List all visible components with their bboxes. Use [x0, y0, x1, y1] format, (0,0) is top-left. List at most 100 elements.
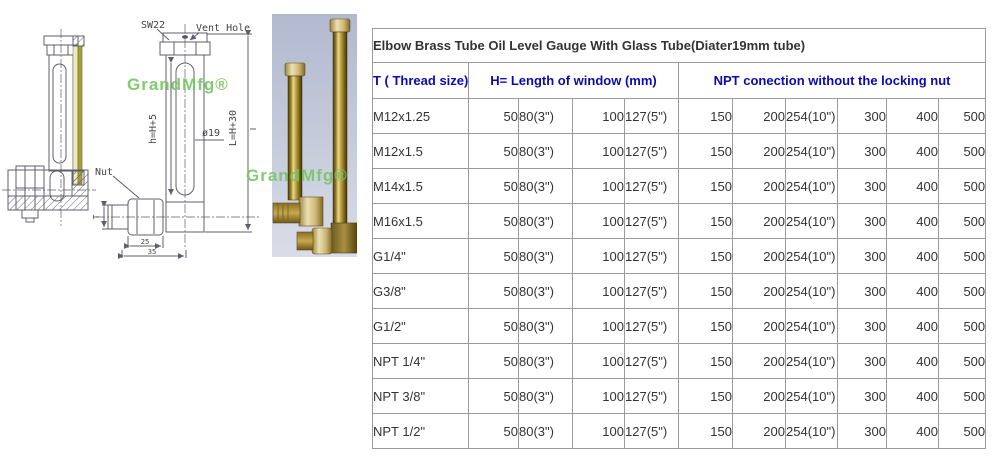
thread-size-cell: G1/2": [372, 308, 469, 344]
thread-size-cell: M12x1.25: [372, 98, 469, 134]
value-cell: 50: [468, 238, 519, 274]
thread-size-cell: G1/4": [372, 238, 469, 274]
vent-hole: [182, 35, 188, 39]
side-section-view: [2, 29, 96, 226]
value-cell: 150: [678, 238, 733, 274]
table-row: M12x1.25 50 80(3") 100 127(5") 150 200 254(10")…: [372, 98, 987, 134]
value-cell: 400: [886, 133, 939, 169]
thread-size-cell: M12x1.5: [372, 133, 469, 169]
h-dimension-label: h=H+5: [148, 114, 159, 144]
value-cell: 500: [937, 343, 987, 379]
l-dimension-label: L=H+30: [228, 110, 239, 146]
value-cell: 100: [572, 378, 625, 414]
photo-gauge-tall: [296, 18, 357, 255]
value-cell: 50: [468, 378, 519, 414]
t-dimension-label: T: [92, 214, 101, 219]
value-cell: 254(10"): [785, 168, 838, 204]
value-cell: 500: [937, 238, 987, 274]
value-cell: 200: [732, 378, 786, 414]
value-cell: 400: [886, 378, 939, 414]
value-cell: 80(3"): [518, 168, 573, 204]
value-cell: 50: [468, 168, 519, 204]
value-cell: 127(5"): [624, 343, 679, 379]
value-cell: 400: [886, 168, 939, 204]
value-cell: 127(5"): [624, 308, 679, 344]
value-cell: 300: [837, 343, 887, 379]
table-header-row: T ( Thread size) H= Length of window (mm…: [372, 62, 987, 99]
value-cell: 254(10"): [785, 413, 838, 449]
value-cell: 500: [937, 413, 987, 449]
table-row: NPT 1/4" 50 80(3") 100 127(5") 150 200 254(10")…: [372, 343, 987, 379]
value-cell: 150: [678, 343, 733, 379]
glass-strip-dark: [77, 45, 83, 185]
table-title: Elbow Brass Tube Oil Level Gauge With Gl…: [371, 28, 987, 63]
value-cell: 400: [886, 308, 939, 344]
value-cell: 150: [678, 203, 733, 239]
value-cell: 80(3"): [518, 238, 573, 274]
value-cell: 254(10"): [785, 308, 838, 344]
table-row: M12x1.5 50 80(3") 100 127(5") 150 200 254(10") 3…: [372, 133, 987, 169]
value-cell: 100: [572, 98, 625, 134]
value-cell: 400: [886, 238, 939, 274]
value-cell: 300: [837, 413, 887, 449]
value-cell: 200: [732, 203, 786, 239]
spec-table: Elbow Brass Tube Oil Level Gauge With Gl…: [371, 28, 987, 449]
value-cell: 300: [837, 98, 887, 134]
value-cell: 127(5"): [624, 98, 679, 134]
spec-table-body: M12x1.25 50 80(3") 100 127(5") 150 200 254(10")…: [372, 98, 987, 449]
value-cell: 500: [937, 203, 987, 239]
product-photo: [272, 14, 357, 257]
table-row: G3/8" 50 80(3") 100 127(5") 150 200 254(10") 300…: [372, 273, 987, 309]
glass-strip-light: [72, 45, 79, 185]
table-title-row: Elbow Brass Tube Oil Level Gauge With Gl…: [371, 28, 987, 63]
value-cell: 80(3"): [518, 203, 573, 239]
value-cell: 300: [837, 378, 887, 414]
value-cell: 80(3"): [518, 343, 573, 379]
value-cell: 100: [572, 343, 625, 379]
value-cell: 200: [732, 308, 786, 344]
table-row: NPT 3/8" 50 80(3") 100 127(5") 150 200 254(10")…: [372, 378, 987, 414]
value-cell: 200: [732, 133, 786, 169]
value-cell: 300: [837, 168, 887, 204]
value-cell: 127(5"): [624, 133, 679, 169]
dim-35-label: 35: [148, 248, 156, 256]
value-cell: 50: [468, 133, 519, 169]
value-cell: 50: [468, 98, 519, 134]
sw22-label: SW22: [141, 20, 165, 31]
value-cell: 254(10"): [785, 343, 838, 379]
value-cell: 127(5"): [624, 413, 679, 449]
value-cell: 200: [732, 413, 786, 449]
value-cell: 100: [572, 203, 625, 239]
value-cell: 150: [678, 98, 733, 134]
value-cell: 300: [837, 273, 887, 309]
value-cell: 400: [886, 98, 939, 134]
thread-size-cell: M16x1.5: [372, 203, 469, 239]
thread-size-cell: NPT 3/8": [372, 378, 469, 414]
technical-drawing: SW22 Vent Hole h=H+5 ø19 L=H+30 Nut T 25…: [2, 20, 261, 259]
value-cell: 127(5"): [624, 168, 679, 204]
thread-size-cell: NPT 1/4": [372, 343, 469, 379]
table-row: M16x1.5 50 80(3") 100 127(5") 150 200 254(10") 3…: [372, 203, 987, 239]
value-cell: 50: [468, 343, 519, 379]
value-cell: 127(5"): [624, 238, 679, 274]
value-cell: 500: [937, 308, 987, 344]
value-cell: 400: [886, 273, 939, 309]
value-cell: 150: [678, 413, 733, 449]
value-cell: 300: [837, 308, 887, 344]
value-cell: 254(10"): [785, 203, 838, 239]
table-row: M14x1.5 50 80(3") 100 127(5") 150 200 254(10") 3…: [372, 168, 987, 204]
value-cell: 200: [732, 238, 786, 274]
value-cell: 254(10"): [785, 238, 838, 274]
value-cell: 150: [678, 273, 733, 309]
value-cell: 254(10"): [785, 273, 838, 309]
value-cell: 200: [732, 168, 786, 204]
header-window-length: H= Length of window (mm): [468, 62, 679, 99]
value-cell: 100: [572, 168, 625, 204]
value-cell: 100: [572, 413, 625, 449]
value-cell: 150: [678, 378, 733, 414]
table-row: G1/4" 50 80(3") 100 127(5") 150 200 254(10") 300…: [372, 238, 987, 274]
table-row: NPT 1/2" 50 80(3") 100 127(5") 150 200 254(10")…: [372, 413, 987, 449]
value-cell: 100: [572, 308, 625, 344]
value-cell: 500: [937, 98, 987, 134]
